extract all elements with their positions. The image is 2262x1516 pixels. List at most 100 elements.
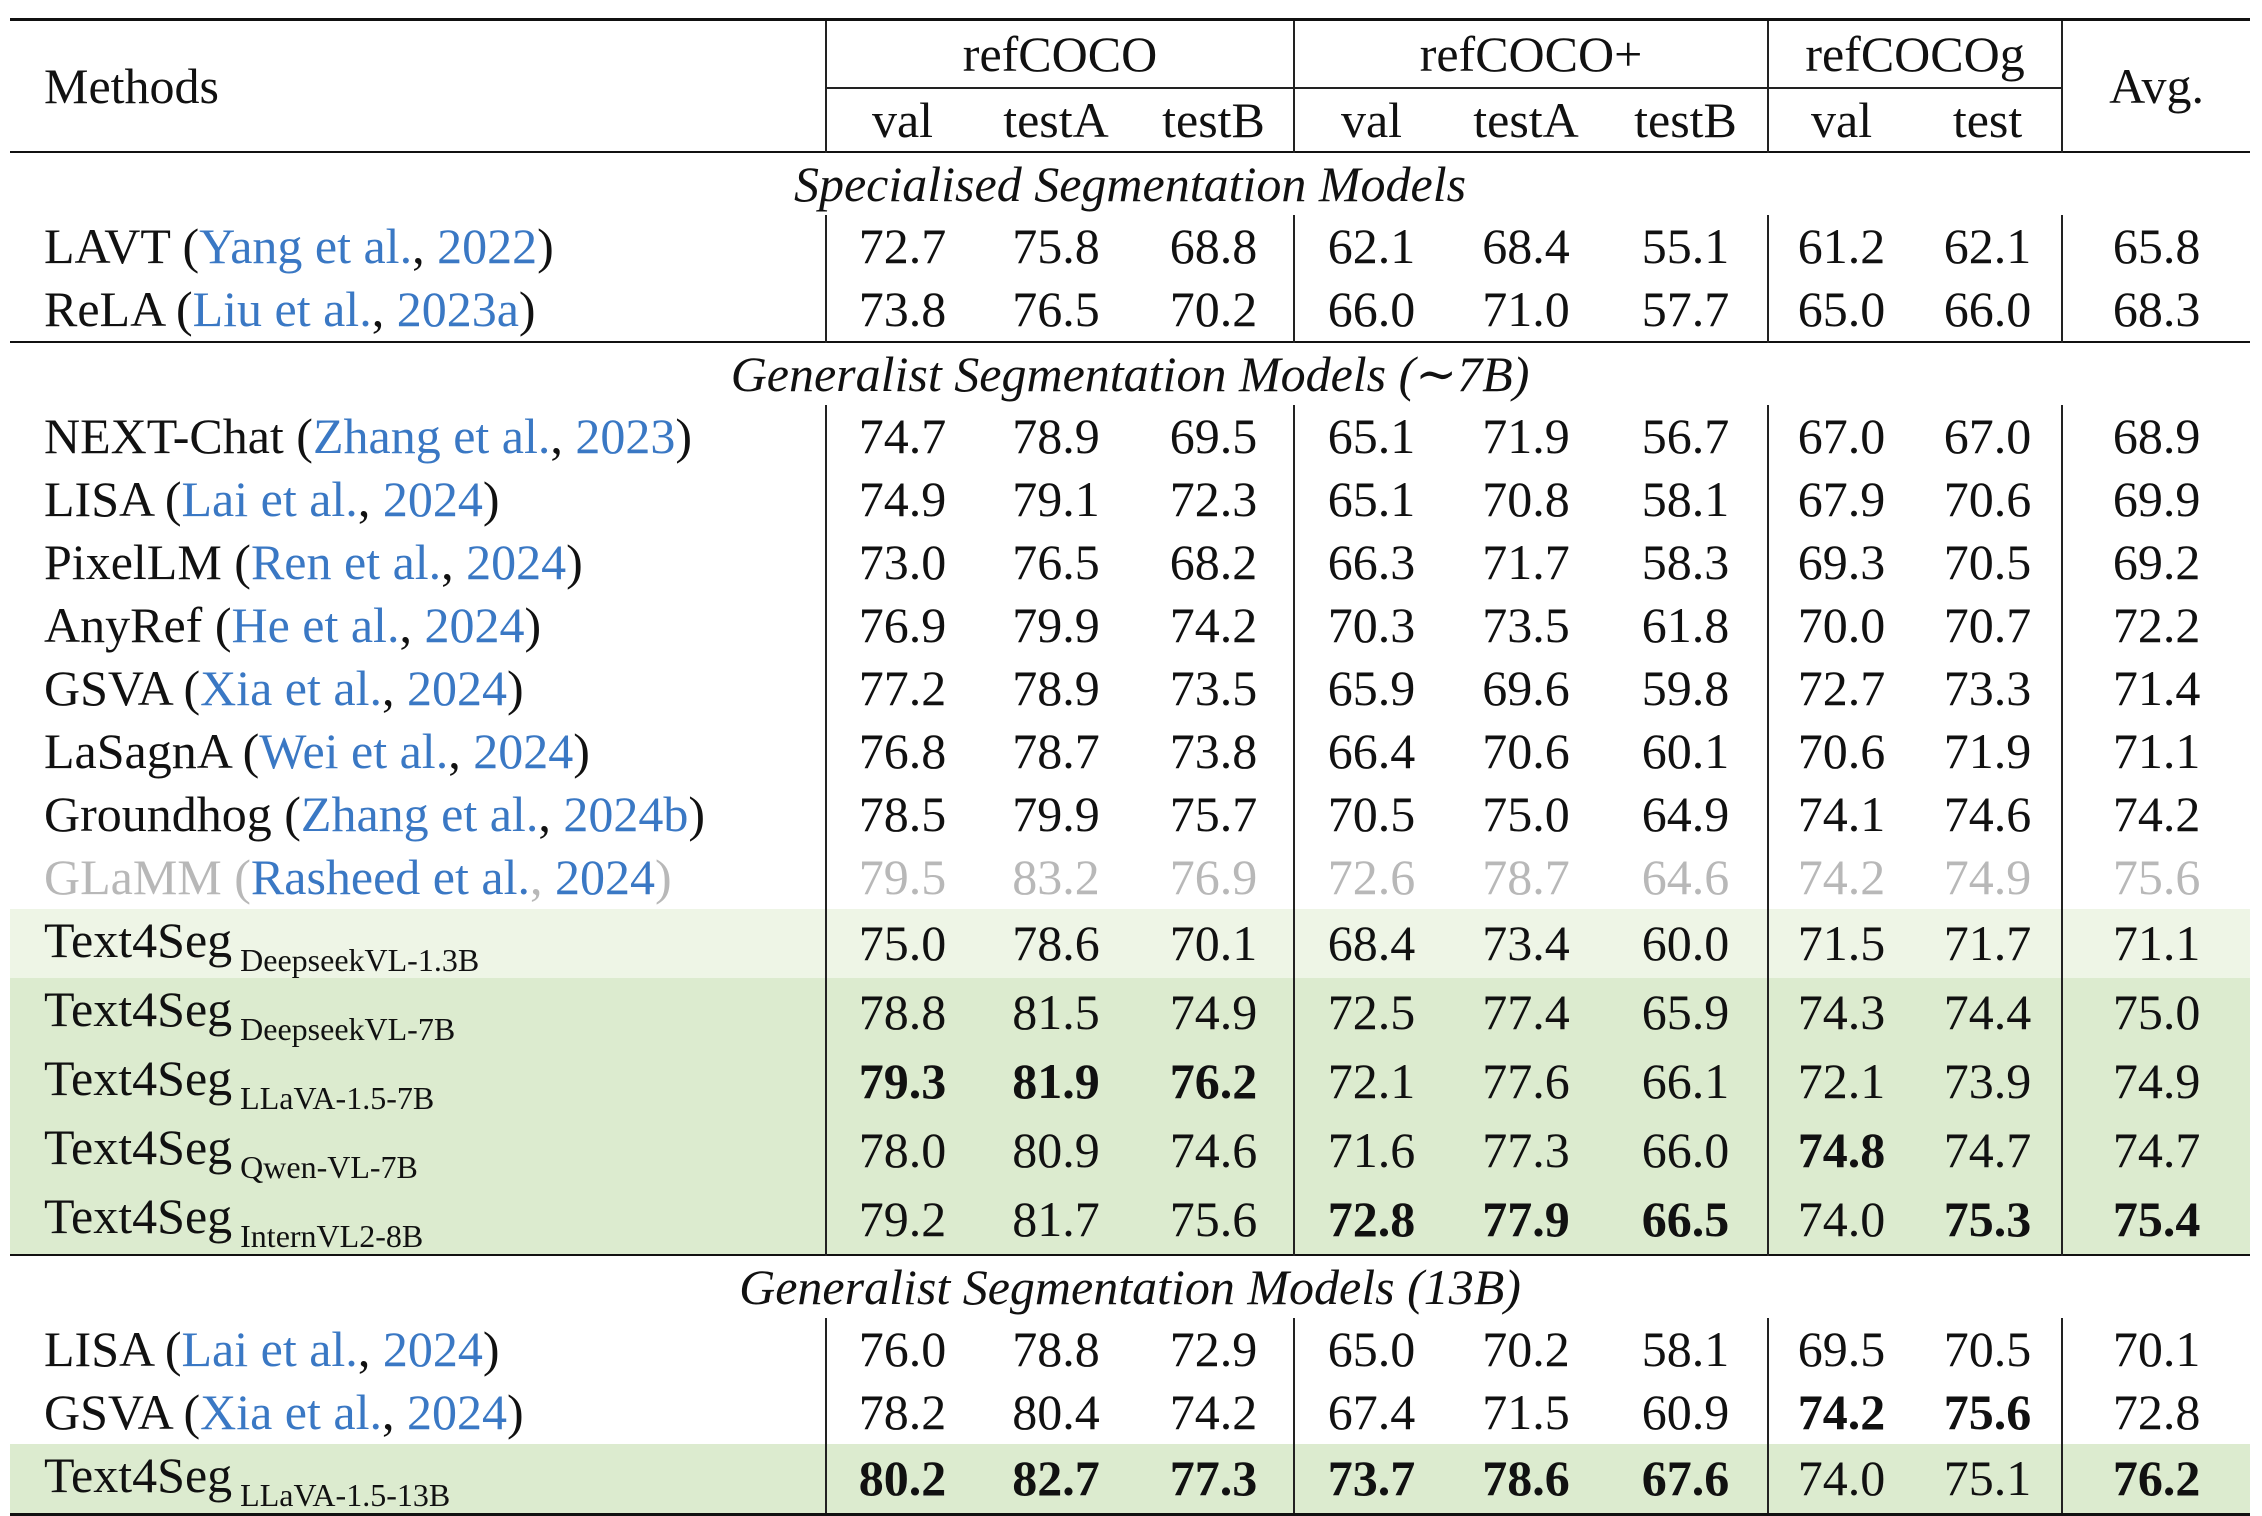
citation-author-link[interactable]: He et al. xyxy=(231,597,400,653)
group-header-refcoco-plus: refCOCO+ xyxy=(1293,18,1769,89)
citation-year-link[interactable]: 2024 xyxy=(424,597,525,653)
table-row: Text4Seg LLaVA-1.5-7B 79.3 81.9 76.2 72.1 77.6… xyxy=(10,1047,2251,1116)
methods-header: Methods xyxy=(10,18,826,152)
model-variant-subscript: InternVL2-8B xyxy=(240,1218,424,1254)
model-variant-subscript: DeepseekVL-7B xyxy=(240,1011,456,1047)
citation-year-link[interactable]: 2023a xyxy=(396,281,519,337)
method-cell: GLaMM (Rasheed et al., 2024) xyxy=(44,849,672,905)
score-cell: 74.2 xyxy=(1767,1381,1915,1444)
avg-value-cell: 68.9 xyxy=(2061,405,2251,468)
method-cell: Text4Seg InternVL2-8B xyxy=(10,1185,826,1255)
citation-year-link[interactable]: 2022 xyxy=(437,218,538,274)
score-cell: 78.0 xyxy=(825,1116,978,1185)
score-cell: 80.4 xyxy=(1012,1384,1100,1440)
table-row: GLaMM (Rasheed et al., 2024) 79.5 83.2 76.9… xyxy=(10,846,2251,909)
avg-value-cell: 68.3 xyxy=(2061,278,2251,342)
score-cell: 66.1 xyxy=(1604,1047,1769,1116)
score-cell: 74.4 xyxy=(1914,978,2063,1047)
score-cell: 82.7 xyxy=(978,1444,1134,1516)
split-header: val xyxy=(1767,88,1915,152)
citation-author-link[interactable]: Lai et al. xyxy=(181,471,358,527)
method-cell: LaSagnA (Wei et al., 2024) xyxy=(44,723,590,779)
score-cell: 78.8 xyxy=(825,978,978,1047)
score-cell: 76.5 xyxy=(1012,281,1100,337)
score-cell: 75.6 xyxy=(1134,1185,1295,1255)
table-row: GSVA (Xia et al., 2024) 77.2 78.9 73.5 65.9 6… xyxy=(10,657,2251,720)
citation-author-link[interactable]: Zhang et al. xyxy=(312,408,551,464)
score-cell: 78.9 xyxy=(1012,660,1100,716)
table-row: Text4Seg Qwen-VL-7B 78.0 80.9 74.6 71.6 77.3 66… xyxy=(10,1116,2251,1185)
section-header-row: Generalist Segmentation Models (∼7B) xyxy=(10,341,2251,405)
citation-author-link[interactable]: Wei et al. xyxy=(259,723,449,779)
citation-year-link[interactable]: 2024 xyxy=(466,534,567,590)
avg-value-cell: 71.1 xyxy=(2061,720,2251,783)
score-cell: 73.7 xyxy=(1293,1444,1449,1516)
table-row: LISA (Lai et al., 2024) 74.9 79.1 72.3 65.1 7… xyxy=(10,468,2251,531)
method-name: GSVA xyxy=(44,1384,171,1440)
model-variant-subscript: LLaVA-1.5-7B xyxy=(240,1080,435,1116)
score-cell: 72.6 xyxy=(1293,846,1449,909)
score-cell: 70.5 xyxy=(1293,783,1449,846)
method-name: NEXT-Chat xyxy=(44,408,284,464)
score-cell: 71.5 xyxy=(1482,1384,1570,1440)
section-header-row: Generalist Segmentation Models (13B) xyxy=(10,1254,2251,1318)
score-cell: 71.7 xyxy=(1914,909,2063,978)
score-cell: 72.9 xyxy=(1169,1321,1258,1377)
score-cell: 68.4 xyxy=(1482,218,1570,274)
score-cell: 76.8 xyxy=(825,720,978,783)
citation-year-link[interactable]: 2024 xyxy=(382,1321,483,1377)
model-variant-subscript: Qwen-VL-7B xyxy=(240,1149,418,1185)
citation-author-link[interactable]: Ren et al. xyxy=(250,534,442,590)
citation-author-link[interactable]: Rasheed et al. xyxy=(250,849,530,905)
score-cell: 75.0 xyxy=(825,909,978,978)
score-cell: 68.8 xyxy=(1169,218,1258,274)
model-variant-subscript: DeepseekVL-1.3B xyxy=(240,942,480,978)
avg-header: Avg. xyxy=(2061,18,2251,152)
score-cell: 70.8 xyxy=(1482,471,1570,527)
citation-author-link[interactable]: Yang et al. xyxy=(199,218,413,274)
score-cell: 74.0 xyxy=(1767,1185,1915,1255)
score-cell: 74.7 xyxy=(825,405,978,468)
citation-year-link[interactable]: 2024 xyxy=(406,660,507,716)
score-cell: 61.8 xyxy=(1641,597,1730,653)
citation-year-link[interactable]: 2024b xyxy=(563,786,689,842)
score-cell: 73.0 xyxy=(825,531,978,594)
score-cell: 70.0 xyxy=(1767,594,1915,657)
section-title: Generalist Segmentation Models (∼7B) xyxy=(10,341,2251,405)
avg-value-cell: 75.0 xyxy=(2061,978,2251,1047)
group-header-refcoco: refCOCO xyxy=(824,18,1295,89)
citation-year-link[interactable]: 2024 xyxy=(382,471,483,527)
method-cell: LISA (Lai et al., 2024) xyxy=(44,1321,500,1377)
score-cell: 72.1 xyxy=(1767,1047,1915,1116)
score-cell: 70.6 xyxy=(1482,723,1570,779)
method-name: Text4Seg xyxy=(44,981,233,1037)
citation-year-link[interactable]: 2023 xyxy=(575,408,676,464)
score-cell: 74.0 xyxy=(1767,1444,1915,1516)
score-cell: 73.5 xyxy=(1482,597,1570,653)
citation-year-link[interactable]: 2024 xyxy=(473,723,574,779)
avg-value-cell: 70.1 xyxy=(2061,1318,2251,1381)
method-name: LISA xyxy=(44,471,153,527)
score-cell: 77.2 xyxy=(825,657,978,720)
score-cell: 70.6 xyxy=(1767,720,1915,783)
score-cell: 72.7 xyxy=(825,215,978,278)
citation-author-link[interactable]: Xia et al. xyxy=(200,660,382,716)
method-cell: Text4Seg DeepseekVL-7B xyxy=(10,978,826,1047)
score-cell: 71.9 xyxy=(1943,723,2032,779)
citation-author-link[interactable]: Xia et al. xyxy=(200,1384,382,1440)
score-cell: 65.0 xyxy=(1293,1318,1449,1381)
citation-author-link[interactable]: Lai et al. xyxy=(181,1321,358,1377)
citation-author-link[interactable]: Liu et al. xyxy=(192,281,372,337)
citation-year-link[interactable]: 2024 xyxy=(406,1384,507,1440)
score-cell: 66.3 xyxy=(1293,531,1449,594)
table-row: NEXT-Chat (Zhang et al., 2023) 74.7 78.9 69… xyxy=(10,405,2251,468)
method-name: LISA xyxy=(44,1321,153,1377)
citation-year-link[interactable]: 2024 xyxy=(554,849,655,905)
method-cell: Text4Seg Qwen-VL-7B xyxy=(10,1116,826,1185)
section-header-row: Specialised Segmentation Models xyxy=(10,151,2251,215)
score-cell: 67.4 xyxy=(1293,1381,1449,1444)
table-row: Text4Seg LLaVA-1.5-13B 80.2 82.7 77.3 73.7 78.… xyxy=(10,1444,2251,1516)
score-cell: 75.7 xyxy=(1169,786,1258,842)
score-cell: 81.9 xyxy=(978,1047,1134,1116)
citation-author-link[interactable]: Zhang et al. xyxy=(300,786,539,842)
